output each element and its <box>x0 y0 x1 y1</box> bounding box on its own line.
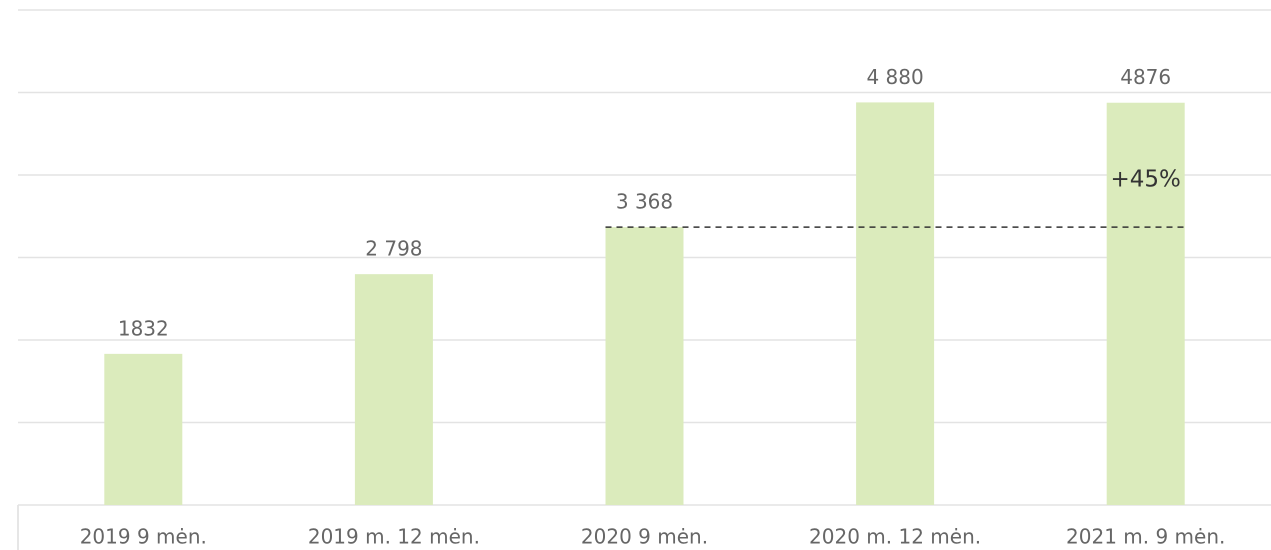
x-tick-label: 2020 9 mėn. <box>581 525 708 549</box>
bar <box>856 102 935 506</box>
value-label: 1832 <box>118 316 169 340</box>
bar <box>605 227 684 505</box>
bar <box>354 274 433 505</box>
x-tick-label: 2021 m. 9 mėn. <box>1066 525 1225 549</box>
bar <box>1106 102 1185 505</box>
value-label: 2 798 <box>365 237 422 261</box>
value-label: 3 368 <box>616 190 673 214</box>
x-tick-label: 2020 m. 12 mėn. <box>809 525 981 549</box>
annotation: +45% <box>1110 167 1180 193</box>
value-label: 4876 <box>1120 65 1171 89</box>
x-tick-label: 2019 m. 12 mėn. <box>308 525 480 549</box>
x-tick-label: 2019 9 mėn. <box>80 525 207 549</box>
value-label: 4 880 <box>866 65 923 89</box>
bar <box>104 353 183 505</box>
